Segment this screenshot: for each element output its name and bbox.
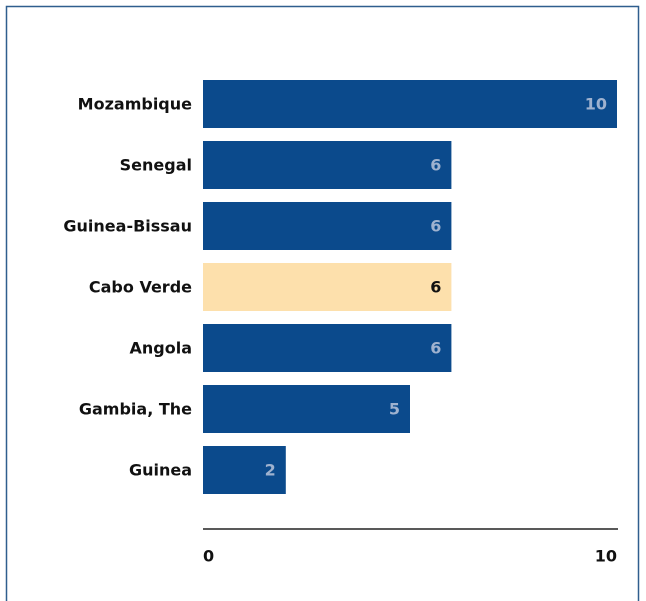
x-tick-label: 10: [595, 547, 617, 566]
value-label: 10: [585, 95, 607, 114]
value-label: 6: [430, 278, 441, 297]
category-label: Angola: [130, 339, 193, 358]
value-label: 5: [389, 400, 400, 419]
category-label: Guinea: [129, 461, 192, 480]
value-label: 2: [265, 461, 276, 480]
category-label: Guinea-Bissau: [63, 217, 192, 236]
bar: [203, 446, 286, 494]
bar: [203, 324, 452, 372]
bar: [203, 141, 452, 189]
category-label: Senegal: [120, 156, 192, 175]
bar: [203, 385, 410, 433]
category-label: Cabo Verde: [89, 278, 192, 297]
value-label: 6: [430, 217, 441, 236]
category-label: Mozambique: [78, 95, 192, 114]
x-tick-label: 0: [203, 547, 214, 566]
value-label: 6: [430, 339, 441, 358]
bar: [203, 263, 452, 311]
category-label: Gambia, The: [79, 400, 192, 419]
bar: [203, 80, 617, 128]
bar: [203, 202, 452, 250]
value-label: 6: [430, 156, 441, 175]
